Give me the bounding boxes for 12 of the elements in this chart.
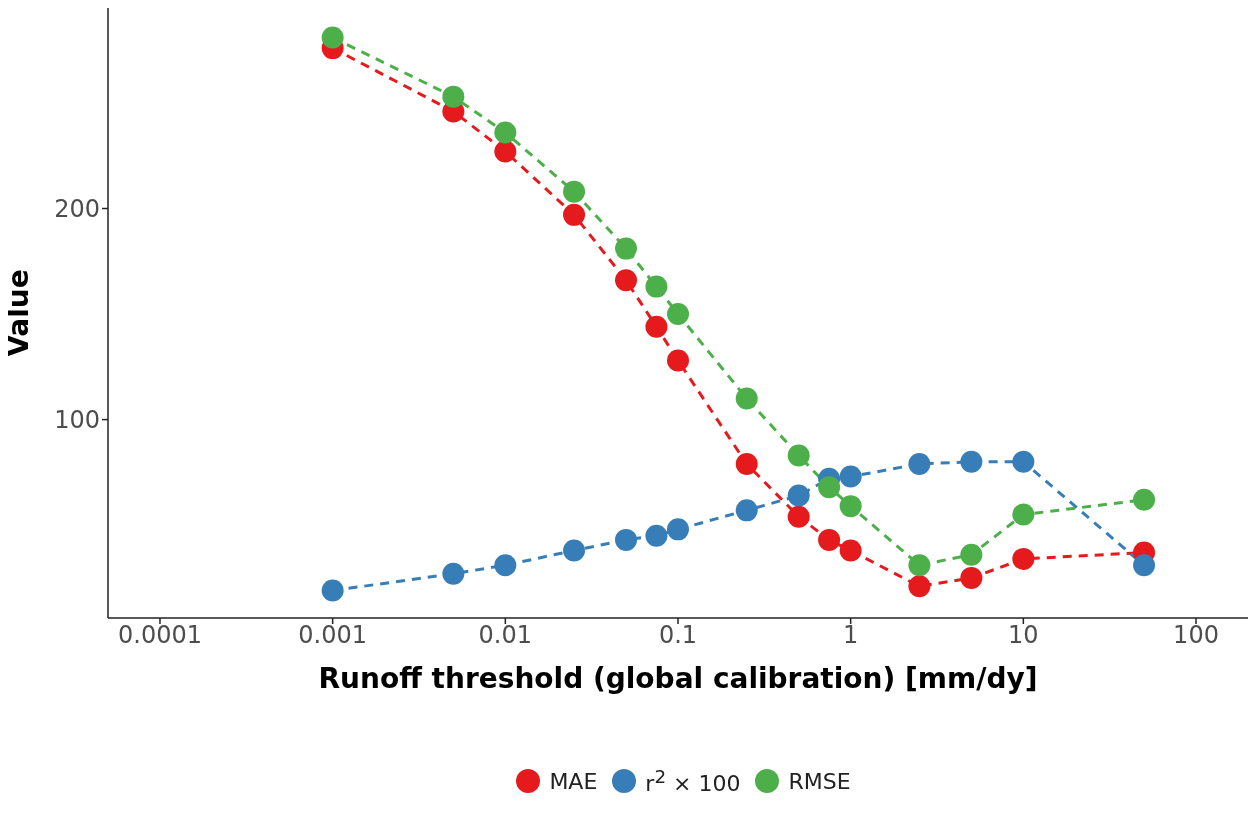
legend-label: RMSE (788, 768, 851, 794)
x-axis-title: Runoff threshold (global calibration) [mm/dy] (318, 662, 1038, 695)
x-tick-label: 0.001 (298, 621, 368, 650)
x-tick-label: 100 (1173, 621, 1219, 650)
x-tick-label: 0.01 (478, 621, 533, 650)
y-tick-label: 200 (54, 195, 100, 224)
x-tick-label: 1 (843, 621, 859, 650)
legend-label: MAE (549, 768, 598, 794)
x-tick-label: 0.0001 (117, 621, 202, 650)
x-tick-label: 10 (1008, 621, 1039, 650)
x-tick-label: 0.1 (658, 621, 698, 650)
legend-label: r$^{2}$ × 100 (645, 766, 741, 797)
